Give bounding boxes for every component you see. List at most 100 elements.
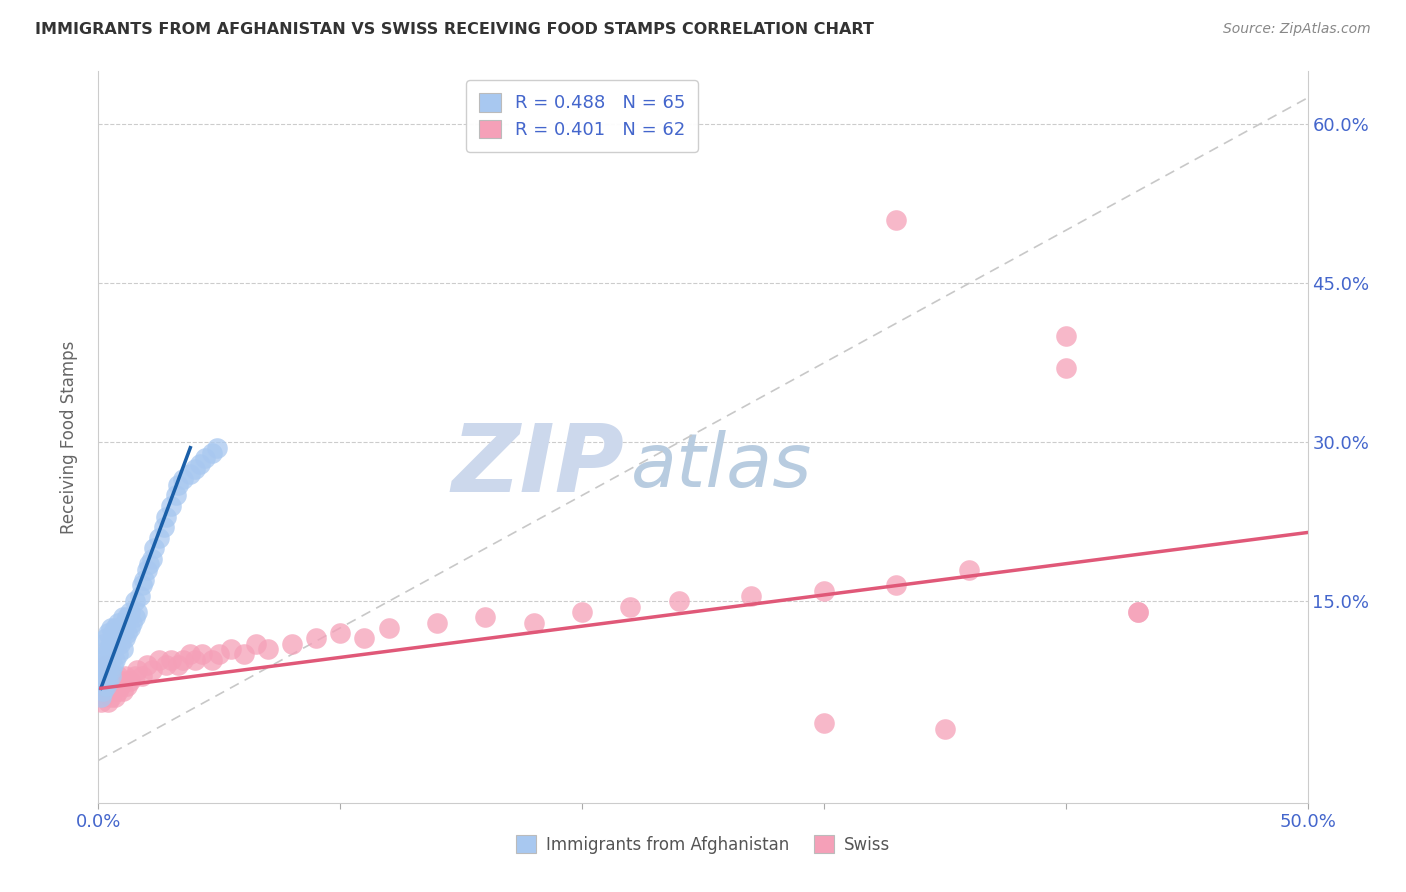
Text: IMMIGRANTS FROM AFGHANISTAN VS SWISS RECEIVING FOOD STAMPS CORRELATION CHART: IMMIGRANTS FROM AFGHANISTAN VS SWISS REC… <box>35 22 875 37</box>
Point <box>305 632 328 646</box>
Point <box>111 673 134 688</box>
Point <box>97 695 120 709</box>
Point <box>426 615 449 630</box>
Point <box>101 642 124 657</box>
Point <box>107 668 129 682</box>
Point <box>184 462 207 476</box>
Point <box>172 653 194 667</box>
Point <box>1054 329 1077 343</box>
Point <box>127 663 149 677</box>
Point <box>90 673 112 688</box>
Point <box>100 637 122 651</box>
Point <box>208 648 231 662</box>
Point <box>474 610 496 624</box>
Point <box>160 499 183 513</box>
Point <box>94 679 117 693</box>
Point <box>135 563 157 577</box>
Point <box>104 679 127 693</box>
Point <box>1128 605 1150 619</box>
Point <box>179 467 201 482</box>
Point <box>97 673 120 688</box>
Point <box>107 632 129 646</box>
Point <box>100 653 122 667</box>
Point <box>523 615 546 630</box>
Point <box>104 690 127 704</box>
Point <box>124 668 146 682</box>
Point <box>167 658 190 673</box>
Point <box>108 637 131 651</box>
Y-axis label: Receiving Food Stamps: Receiving Food Stamps <box>59 341 77 533</box>
Point <box>205 441 228 455</box>
Point <box>668 594 690 608</box>
Point <box>160 653 183 667</box>
Point <box>179 648 201 662</box>
Point <box>104 637 127 651</box>
Point <box>108 621 131 635</box>
Point <box>91 690 114 704</box>
Point <box>94 684 117 698</box>
Point <box>114 668 136 682</box>
Point <box>94 632 117 646</box>
Point <box>101 658 124 673</box>
Point <box>131 578 153 592</box>
Point <box>245 637 267 651</box>
Point <box>155 509 177 524</box>
Point <box>94 668 117 682</box>
Point <box>201 653 224 667</box>
Point <box>191 648 214 662</box>
Point <box>138 558 160 572</box>
Point <box>232 648 254 662</box>
Point <box>111 684 134 698</box>
Point <box>91 653 114 667</box>
Text: atlas: atlas <box>630 430 811 502</box>
Point <box>90 695 112 709</box>
Point <box>114 615 136 630</box>
Point <box>117 626 139 640</box>
Point <box>141 663 163 677</box>
Point <box>135 658 157 673</box>
Point <box>100 690 122 704</box>
Point <box>813 583 835 598</box>
Point <box>104 621 127 635</box>
Point <box>167 477 190 491</box>
Point <box>329 626 352 640</box>
Point <box>107 648 129 662</box>
Point <box>100 663 122 677</box>
Point <box>188 457 211 471</box>
Point <box>619 599 641 614</box>
Point <box>172 473 194 487</box>
Point <box>201 446 224 460</box>
Point <box>101 673 124 688</box>
Point <box>117 610 139 624</box>
Point <box>124 610 146 624</box>
Point <box>117 679 139 693</box>
Point <box>281 637 304 651</box>
Point <box>886 578 908 592</box>
Point <box>1054 361 1077 376</box>
Point <box>256 642 278 657</box>
Point <box>111 642 134 657</box>
Point <box>111 610 134 624</box>
Text: Source: ZipAtlas.com: Source: ZipAtlas.com <box>1223 22 1371 37</box>
Point <box>104 653 127 667</box>
Point <box>91 663 114 677</box>
Point <box>114 632 136 646</box>
Point <box>377 621 399 635</box>
Point <box>91 679 114 693</box>
Point <box>100 679 122 693</box>
Point <box>148 653 170 667</box>
Point <box>124 594 146 608</box>
Point <box>957 563 980 577</box>
Point <box>143 541 166 556</box>
Point <box>100 668 122 682</box>
Point <box>152 520 174 534</box>
Point <box>111 626 134 640</box>
Point <box>141 552 163 566</box>
Point <box>97 663 120 677</box>
Point <box>97 673 120 688</box>
Point <box>94 658 117 673</box>
Point <box>740 589 762 603</box>
Point <box>1128 605 1150 619</box>
Point <box>90 673 112 688</box>
Point <box>91 684 114 698</box>
